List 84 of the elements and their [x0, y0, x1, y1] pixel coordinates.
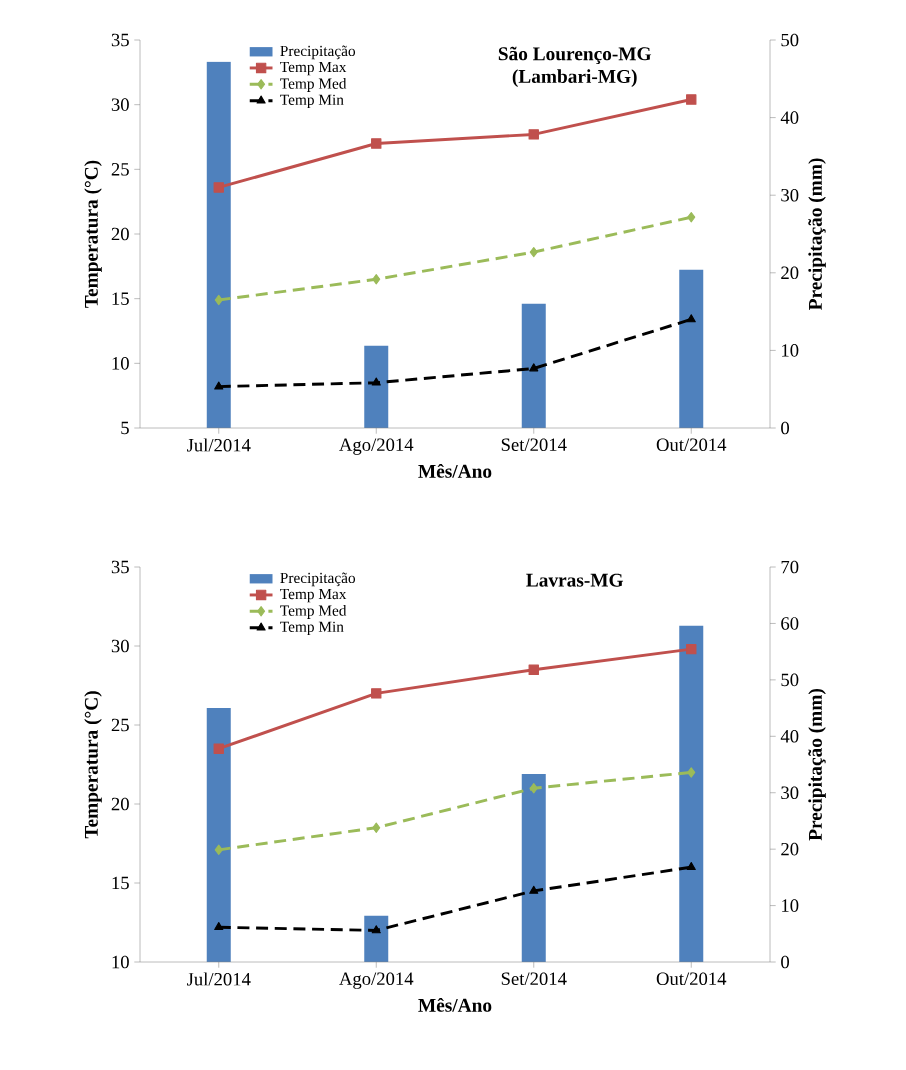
y2-axis-title: Precipitação (mm) — [808, 689, 826, 841]
legend-label: Temp Med — [280, 77, 347, 92]
point — [528, 664, 539, 675]
point — [529, 783, 538, 794]
bar — [364, 345, 389, 429]
y-tick-label: 25 — [111, 718, 129, 732]
y2-tick-label: 30 — [781, 188, 799, 202]
text: (Lambari-MG) — [512, 69, 637, 87]
y2-tick-label: 30 — [781, 786, 799, 800]
legend-label: Temp Max — [280, 61, 347, 76]
bar — [206, 708, 231, 963]
legend-label: Temp Max — [280, 588, 347, 603]
y2-tick-label: 50 — [781, 673, 799, 687]
point — [214, 381, 224, 390]
x-tick-label: Set/2014 — [501, 972, 567, 986]
y-tick-label: 30 — [111, 639, 129, 653]
x-tick-label: Ago/2014 — [339, 972, 414, 989]
legend-label: Precipitação — [280, 45, 356, 60]
point — [528, 129, 539, 140]
point — [371, 138, 382, 149]
y-tick-label: 20 — [111, 797, 129, 811]
y-axis-title: Temperatura (°C) — [84, 691, 102, 839]
point — [372, 822, 381, 833]
x-tick-label: Out/2014 — [656, 972, 727, 986]
y2-tick-label: 40 — [780, 730, 799, 743]
legend-label: Temp Med — [280, 604, 347, 619]
point — [529, 885, 539, 894]
y-tick-label: 35 — [111, 560, 129, 574]
y2-tick-label: 60 — [781, 617, 799, 630]
point — [213, 743, 224, 754]
y-tick-label: 5 — [121, 421, 129, 435]
legend-label: Temp Min — [280, 94, 344, 109]
y-tick-label: 10 — [112, 955, 129, 969]
y2-tick-label: 10 — [782, 344, 799, 357]
point — [686, 862, 696, 871]
point — [214, 844, 223, 856]
y2-tick-label: 10 — [782, 899, 799, 912]
point — [372, 274, 381, 285]
bar — [521, 774, 546, 963]
y2-tick-label: 20 — [781, 266, 799, 280]
y2-tick-label: 0 — [781, 955, 790, 969]
point — [214, 922, 224, 931]
chart-title: São Lourenço-MG — [498, 46, 652, 65]
y2-tick-label: 50 — [781, 33, 799, 47]
point — [371, 688, 382, 699]
y2-tick-label: 40 — [780, 111, 799, 124]
x-tick-label: Set/2014 — [501, 438, 567, 452]
point — [686, 643, 697, 655]
bar — [521, 303, 546, 429]
y-axis-title: Temperatura (°C) — [84, 160, 102, 308]
legend-label: Precipitação — [280, 572, 356, 587]
x-tick-label: Ago/2014 — [339, 438, 414, 455]
x-axis-title: Mês/Ano — [418, 464, 492, 478]
bar — [679, 625, 704, 963]
bar — [364, 915, 389, 963]
y-tick-label: 35 — [111, 33, 129, 47]
y-tick-label: 15 — [112, 292, 129, 305]
legend-label: Temp Min — [280, 621, 344, 636]
x-tick-label: Out/2014 — [656, 438, 727, 452]
x-tick-label: Jul/2014 — [187, 972, 251, 986]
point — [371, 925, 381, 934]
x-tick-label: Jul/2014 — [187, 438, 251, 452]
chart-title: Lavras-MG — [526, 573, 624, 587]
y2-tick-label: 20 — [781, 842, 799, 856]
y-tick-label: 10 — [112, 357, 129, 370]
point — [529, 363, 539, 372]
y2-tick-label: 0 — [781, 421, 790, 435]
point — [371, 377, 381, 386]
x-axis-title: Mês/Ano — [418, 998, 492, 1012]
bar — [206, 61, 231, 429]
point — [214, 294, 223, 306]
point — [529, 246, 538, 258]
point — [687, 211, 696, 223]
y-tick-label: 20 — [111, 227, 129, 241]
y-tick-label: 25 — [111, 163, 129, 176]
y-tick-label: 30 — [111, 98, 129, 111]
bar — [679, 269, 704, 429]
y2-tick-label: 70 — [781, 560, 799, 574]
y-tick-label: 15 — [112, 876, 129, 890]
y2-axis-title: Precipitação (mm) — [808, 158, 826, 310]
point — [213, 182, 224, 193]
point — [686, 94, 697, 105]
point — [686, 314, 696, 323]
point — [687, 767, 696, 778]
